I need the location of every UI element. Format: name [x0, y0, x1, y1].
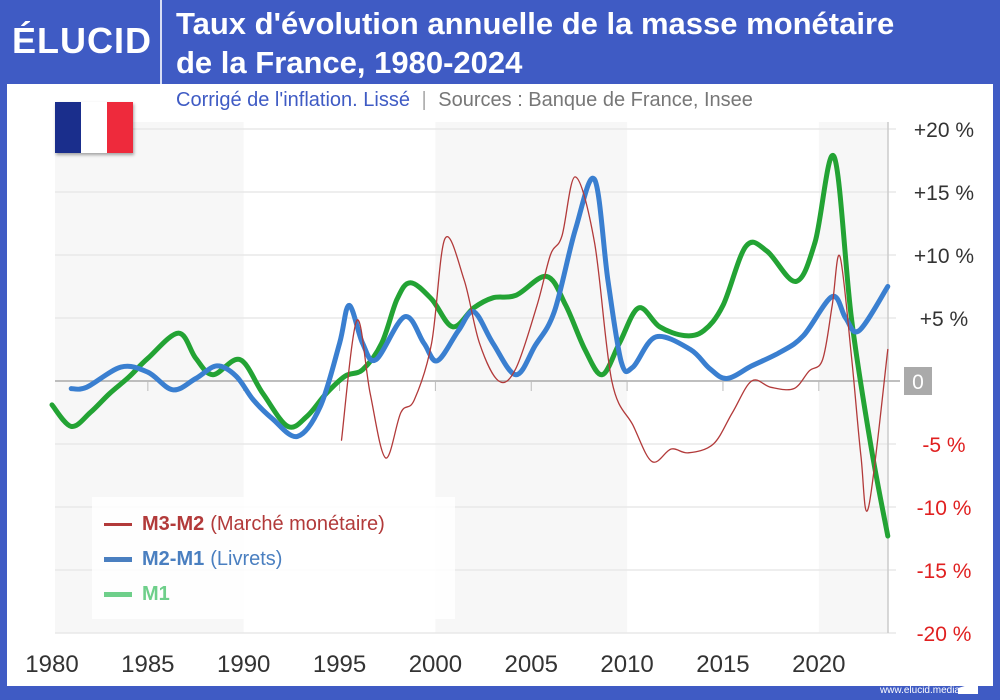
y-tick-label: -15 % — [917, 560, 972, 583]
y-tick-label: -10 % — [917, 497, 972, 520]
x-tick-label: 1980 — [25, 651, 78, 678]
legend-name: M3-M2 — [142, 513, 205, 535]
legend-item-m2m1: M2-M1 (Livrets) — [104, 548, 282, 571]
legend-swatch-m2m1 — [104, 557, 132, 562]
zero-label-bg — [904, 367, 932, 395]
x-tick-label: 1995 — [313, 651, 366, 678]
legend-name: M1 — [142, 583, 170, 605]
title-line-2: de la France, 1980-2024 — [176, 45, 523, 80]
decade-band — [435, 122, 628, 633]
y-tick-label: +10 % — [914, 245, 974, 268]
legend-item-m3m2: M3-M2 (Marché monétaire) — [104, 513, 385, 536]
y-tick-label: -5 % — [922, 434, 965, 457]
x-tick-label: 2005 — [505, 651, 558, 678]
series-line-m2m1 — [68, 175, 891, 439]
subtitle: Corrigé de l'inflation. Lissé | Sources … — [176, 89, 753, 112]
x-tick-label: 2000 — [409, 651, 462, 678]
title-line-1: Taux d'évolution annuelle de la masse mo… — [176, 6, 895, 41]
subtitle-sources: Sources : Banque de France, Insee — [438, 89, 753, 111]
y-tick-label: +5 % — [920, 308, 968, 331]
subtitle-note: Corrigé de l'inflation. Lissé — [176, 89, 410, 111]
legend-name: M2-M1 — [142, 548, 205, 570]
elucid-mark-icon — [958, 682, 978, 694]
france-flag-icon — [55, 102, 133, 153]
series-line-m3m2 — [340, 176, 889, 512]
x-tick-label: 2010 — [600, 651, 653, 678]
chart-title: Taux d'évolution annuelle de la masse mo… — [176, 4, 996, 82]
header-divider — [160, 0, 162, 84]
legend-item-m1: M1 — [104, 583, 176, 606]
x-tick-label: 1985 — [121, 651, 174, 678]
legend-detail: (Livrets) — [210, 548, 283, 570]
legend-swatch-m1 — [104, 592, 132, 597]
x-tick-label: 2020 — [792, 651, 845, 678]
y-tick-label: 0 — [912, 371, 924, 394]
x-tick-label: 2015 — [696, 651, 749, 678]
elucid-logo: ÉLUCID — [12, 20, 152, 61]
legend-detail: (Marché monétaire) — [210, 513, 385, 535]
y-tick-label: -20 % — [917, 623, 972, 646]
subtitle-separator: | — [421, 89, 427, 111]
legend: M3-M2 (Marché monétaire) M2-M1 (Livrets)… — [92, 497, 455, 619]
legend-swatch-m3m2 — [104, 523, 132, 526]
footer-url: www.elucid.media — [879, 685, 960, 696]
y-tick-label: +20 % — [914, 119, 974, 142]
x-tick-label: 1990 — [217, 651, 270, 678]
series-line-m1 — [49, 152, 891, 539]
y-tick-label: +15 % — [914, 182, 974, 205]
